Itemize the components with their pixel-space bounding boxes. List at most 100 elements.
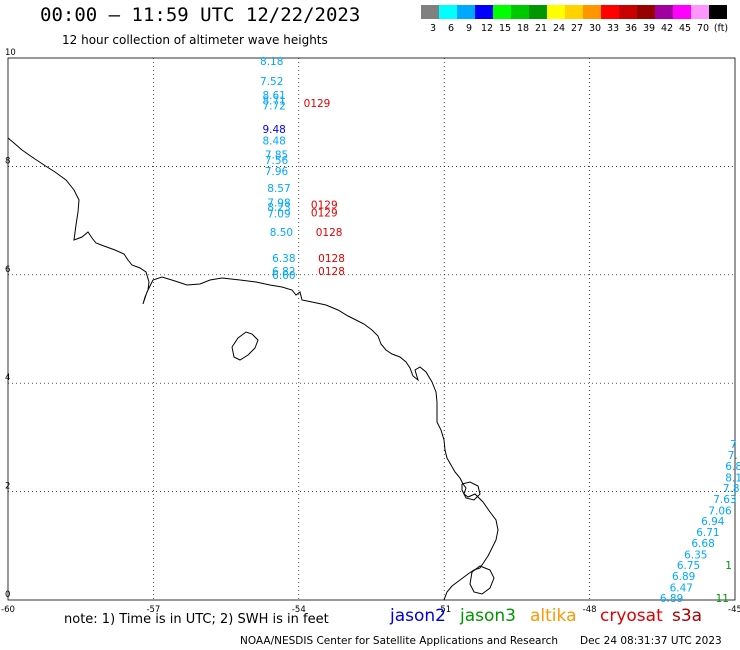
legend-label-4: 15 xyxy=(499,23,511,34)
lat-tick-label: 4 xyxy=(5,373,10,383)
legend-label-11: 36 xyxy=(625,23,637,34)
legend-swatch-16 xyxy=(709,5,727,19)
wave-height-label: 0129 xyxy=(304,98,331,110)
wave-height-label: 0129 xyxy=(311,200,338,212)
legend-swatch-14 xyxy=(673,5,691,19)
wave-height-map: -60 -57 -54 -51 -48 -45 0 2 4 6 8 10 8.18 7.52 8.618.7… xyxy=(1,48,740,615)
wave-height-label: 8.18 xyxy=(260,56,283,68)
legend-label-15: 70 xyxy=(697,23,709,34)
legend-label-2: 9 xyxy=(466,23,472,34)
wave-height-label: 0128 xyxy=(316,227,343,239)
lat-tick-label: 2 xyxy=(5,482,10,492)
satellite-label-s3a: s3a xyxy=(672,606,703,626)
wave-height-label: 6.38 xyxy=(272,253,295,265)
legend-swatch-5 xyxy=(511,5,529,19)
legend-label-1: 6 xyxy=(448,23,454,34)
wave-height-label: 11 xyxy=(716,593,729,605)
legend-label-6: 21 xyxy=(535,23,547,34)
lat-tick-label: 0 xyxy=(5,590,10,600)
wave-height-label: 6.47 xyxy=(670,582,693,594)
generated-timestamp: Dec 24 08:31:37 UTC 2023 xyxy=(580,635,722,647)
legend-swatch-15 xyxy=(691,5,709,19)
wave-height-label: 1 xyxy=(725,560,732,572)
lat-tick-label: 10 xyxy=(5,48,16,58)
wave-height-label: 8.71 xyxy=(262,96,285,108)
coastal-island xyxy=(469,565,495,595)
legend-swatch-7 xyxy=(547,5,565,19)
wave-height-label: 0128 xyxy=(318,253,345,265)
wave-height-label: 7.06 xyxy=(708,505,732,517)
wave-height-label: 7 xyxy=(730,439,737,451)
legend-label-13: 42 xyxy=(661,23,673,34)
lat-tick-label: 8 xyxy=(5,156,10,166)
wave-height-label: 7.56 xyxy=(265,155,289,167)
legend-swatch-2 xyxy=(457,5,475,19)
wave-height-label: 6.68 xyxy=(691,538,714,550)
legend-swatch-0 xyxy=(421,5,439,19)
legend-label-0: 3 xyxy=(430,23,436,34)
inland-lake xyxy=(231,331,259,361)
legend-label-5: 18 xyxy=(517,23,529,34)
wave-height-label: 7.98 xyxy=(267,198,290,210)
wave-height-label: 7.85 xyxy=(265,149,288,161)
wave-height-label: 7. xyxy=(728,450,738,462)
wave-height-label: 7.63 xyxy=(713,494,736,506)
legend-swatch-10 xyxy=(601,5,619,19)
wave-height-label: 6.82 xyxy=(272,266,295,278)
legend-swatch-8 xyxy=(565,5,583,19)
legend-label-12: 39 xyxy=(643,23,655,34)
legend-swatch-1 xyxy=(439,5,457,19)
satellite-label-altika: altika xyxy=(530,606,577,626)
legend-swatch-9 xyxy=(583,5,601,19)
legend-swatch-4 xyxy=(493,5,511,19)
legend-label-3: 12 xyxy=(481,23,493,34)
page-title: 00:00 – 11:59 UTC 12/22/2023 xyxy=(40,4,361,26)
legend-label-8: 27 xyxy=(571,23,583,34)
wave-height-label: 6.35 xyxy=(684,549,707,561)
satellite-label-jason2: jason2 xyxy=(390,606,446,626)
coastal-island xyxy=(461,481,481,501)
lon-tick-label: -54 xyxy=(292,605,306,615)
wave-height-label: 8.48 xyxy=(262,136,285,148)
satellite-label-cryosat: cryosat xyxy=(600,606,663,626)
wave-height-label: 6.75 xyxy=(677,560,700,572)
legend-label-14: 45 xyxy=(679,23,691,34)
wave-height-label: 6.89 xyxy=(660,593,683,605)
wave-height-label: 6.71 xyxy=(696,527,719,539)
wave-height-label: 8.1 xyxy=(725,472,740,484)
page-subtitle: 12 hour collection of altimeter wave hei… xyxy=(62,33,328,47)
legend-swatch-11 xyxy=(619,5,637,19)
wave-height-label: 6.8 xyxy=(725,461,740,473)
wave-height-label: 6.89 xyxy=(672,571,695,583)
credit-text: NOAA/NESDIS Center for Satellite Applica… xyxy=(240,635,558,647)
wave-height-label: 7.96 xyxy=(265,166,289,178)
lon-tick-label: -45 xyxy=(728,605,740,615)
wave-height-label: 7.72 xyxy=(262,100,285,112)
lon-tick-label: -60 xyxy=(1,605,15,615)
map-frame xyxy=(7,57,736,601)
legend-unit: (ft) xyxy=(714,23,728,34)
wave-height-label: 9.48 xyxy=(262,124,285,136)
legend-swatch-12 xyxy=(637,5,655,19)
units-note: note: 1) Time is in UTC; 2) SWH is in fe… xyxy=(64,612,329,627)
lon-tick-label: -48 xyxy=(583,605,597,615)
legend-label-9: 30 xyxy=(589,23,601,34)
legend-swatch-3 xyxy=(475,5,493,19)
wave-height-label: 6.94 xyxy=(701,516,725,528)
wave-height-label: 0128 xyxy=(318,266,345,278)
wave-height-color-legend: 3 6 9 12 15 18 21 24 27 30 33 36 39 42 45 70 (ft) xyxy=(421,5,728,34)
legend-swatch-13 xyxy=(655,5,673,19)
wave-height-label: 0129 xyxy=(311,207,338,219)
wave-height-label: 8.50 xyxy=(270,227,293,239)
wave-height-label: 8.23 xyxy=(267,202,290,214)
lat-tick-label: 6 xyxy=(5,265,10,275)
legend-label-10: 33 xyxy=(607,23,619,34)
lon-tick-label: -51 xyxy=(437,605,451,615)
wave-height-label: 6.60 xyxy=(272,270,295,282)
wave-height-label: 8.61 xyxy=(262,90,285,102)
wave-height-label: 8.57 xyxy=(267,183,290,195)
wave-height-label: 7.8 xyxy=(723,483,740,495)
lon-tick-label: -57 xyxy=(146,605,160,615)
wave-height-label: 7.52 xyxy=(260,76,283,88)
coastline xyxy=(7,137,499,601)
